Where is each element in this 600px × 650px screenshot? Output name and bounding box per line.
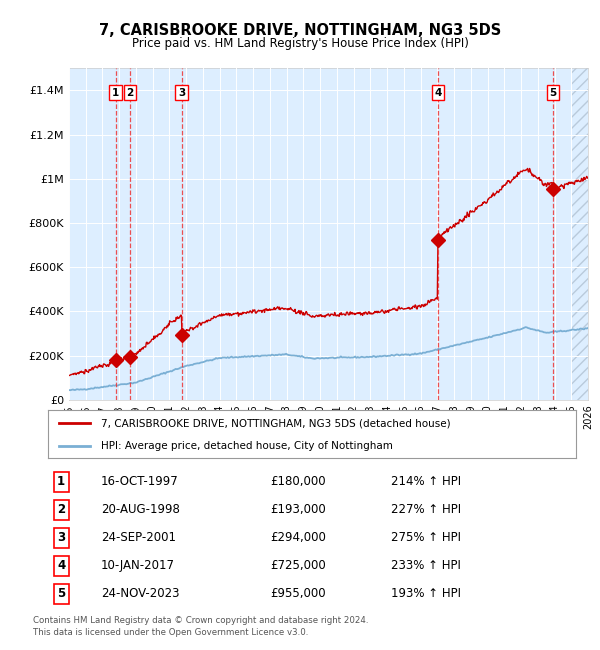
Text: 7, CARISBROOKE DRIVE, NOTTINGHAM, NG3 5DS (detached house): 7, CARISBROOKE DRIVE, NOTTINGHAM, NG3 5D… — [101, 418, 451, 428]
Text: 7, CARISBROOKE DRIVE, NOTTINGHAM, NG3 5DS: 7, CARISBROOKE DRIVE, NOTTINGHAM, NG3 5D… — [99, 23, 501, 38]
Text: 10-JAN-2017: 10-JAN-2017 — [101, 559, 175, 573]
Bar — [571, 68, 596, 400]
Text: £180,000: £180,000 — [270, 475, 325, 489]
Text: 1: 1 — [57, 475, 65, 489]
Text: 5: 5 — [549, 88, 556, 97]
Text: 2: 2 — [57, 503, 65, 516]
Text: 20-AUG-1998: 20-AUG-1998 — [101, 503, 179, 516]
Text: 2: 2 — [126, 88, 133, 97]
Text: 4: 4 — [434, 88, 442, 97]
Text: 1: 1 — [112, 88, 119, 97]
Text: 16-OCT-1997: 16-OCT-1997 — [101, 475, 179, 489]
Text: 275% ↑ HPI: 275% ↑ HPI — [391, 532, 461, 544]
Text: HPI: Average price, detached house, City of Nottingham: HPI: Average price, detached house, City… — [101, 441, 392, 451]
Text: 3: 3 — [178, 88, 185, 97]
Bar — [571, 68, 596, 400]
Text: 5: 5 — [57, 588, 65, 601]
Text: £725,000: £725,000 — [270, 559, 326, 573]
Text: 214% ↑ HPI: 214% ↑ HPI — [391, 475, 461, 489]
Text: 3: 3 — [57, 532, 65, 544]
Text: 233% ↑ HPI: 233% ↑ HPI — [391, 559, 461, 573]
Text: Price paid vs. HM Land Registry's House Price Index (HPI): Price paid vs. HM Land Registry's House … — [131, 37, 469, 50]
Text: 24-NOV-2023: 24-NOV-2023 — [101, 588, 179, 601]
Text: 193% ↑ HPI: 193% ↑ HPI — [391, 588, 461, 601]
Text: 227% ↑ HPI: 227% ↑ HPI — [391, 503, 461, 516]
Text: Contains HM Land Registry data © Crown copyright and database right 2024.
This d: Contains HM Land Registry data © Crown c… — [33, 616, 368, 637]
Text: 24-SEP-2001: 24-SEP-2001 — [101, 532, 176, 544]
Text: £193,000: £193,000 — [270, 503, 326, 516]
Text: £955,000: £955,000 — [270, 588, 325, 601]
Text: 4: 4 — [57, 559, 65, 573]
Text: £294,000: £294,000 — [270, 532, 326, 544]
